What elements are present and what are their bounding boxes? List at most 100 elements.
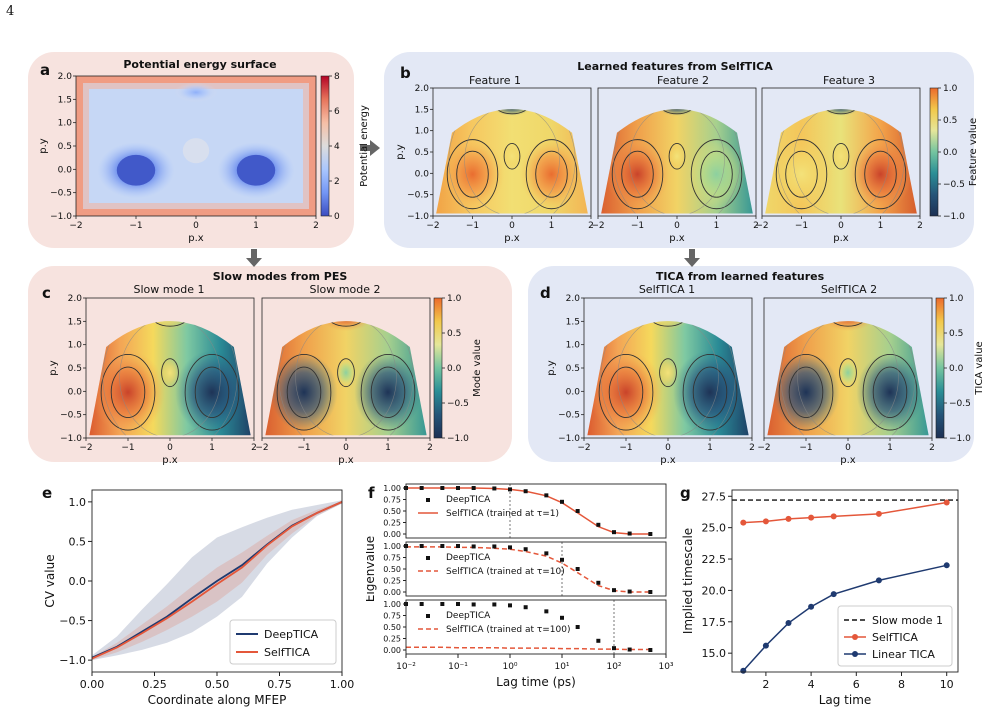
map-tick-label: −0.5: [50, 189, 72, 199]
map-tick-label: −2: [79, 443, 92, 453]
legend-label: DeepTICA: [446, 553, 491, 563]
y-tick-label: 1.0: [69, 496, 87, 509]
y-tick-label: 0.50: [383, 507, 401, 516]
panel-d-label: d: [540, 284, 551, 302]
colorbar-tick-label: 0.5: [943, 116, 957, 126]
panel-d-title: TICA from learned features: [655, 270, 825, 283]
series-line: [743, 501, 947, 524]
data-point: [544, 609, 549, 614]
colorbar-tick-label: −0.5: [447, 399, 469, 409]
map-blob: [159, 358, 181, 387]
data-point: [740, 667, 747, 674]
data-point: [596, 580, 601, 585]
map-contour: [862, 354, 918, 431]
map-contour: [337, 358, 355, 388]
y-tick-label: 0.75: [383, 612, 401, 621]
legend-label: SelfTICA (trained at τ=1): [446, 509, 559, 519]
y-tick-label: 1.00: [383, 484, 401, 493]
map-xlabel: p.x: [840, 455, 856, 466]
map-tick-label: −2: [426, 221, 439, 231]
chart-e: 0.00 0.25 0.50 0.75 1.00 1.0 0.5 0.0 −0.5 −1.0 Coo…: [43, 489, 354, 707]
map-layer: −2 −1 0 1 2 2.0 1.5 1.0 0.5 0.0 −0.5 −1.0 p.y p.x 8 6 4 2…: [38, 72, 985, 466]
data-point: [575, 625, 580, 629]
map-tick-label: 1.0: [68, 341, 83, 351]
map-contour: [295, 321, 397, 436]
map-tick-label: −2: [757, 443, 770, 453]
data-point: [808, 514, 815, 521]
map-tick-label: −1: [795, 221, 808, 231]
map-blob: [769, 138, 834, 211]
data-point: [440, 602, 445, 606]
data-point: [508, 603, 512, 608]
colorbar-tick-label: 1.0: [943, 84, 958, 94]
map-tick-label: 2: [753, 221, 759, 231]
y-tick-label: 22.5: [702, 553, 727, 566]
y-tick-label: 25.0: [702, 522, 727, 535]
y-axis-label: Implied timescale: [681, 528, 695, 634]
map-contour: [649, 321, 687, 327]
map-blob: [519, 138, 584, 211]
axes-frame: [731, 489, 959, 673]
data-point: [648, 648, 653, 652]
map-blob: [335, 358, 357, 387]
map-tick-label: −0.5: [60, 411, 82, 421]
y-tick-label: 1.00: [383, 542, 401, 551]
map-tick-label: −1.0: [558, 434, 580, 444]
map-blob: [837, 358, 859, 387]
map-basin: [174, 82, 218, 103]
x-tick-label: 4: [808, 678, 815, 691]
legend-label: SelfTICA (trained at τ=10): [446, 567, 565, 577]
map-tick-label: 0: [838, 221, 844, 231]
map-tick-label: 0.5: [58, 142, 72, 152]
map-tick-label: 0.0: [58, 165, 73, 175]
map-tick-label: 0.0: [566, 387, 581, 397]
map-contour: [360, 354, 416, 431]
data-point: [830, 513, 837, 520]
map-tick-label: 1.0: [566, 341, 581, 351]
colorbar-tick-label: 1.0: [447, 294, 462, 304]
map-contour: [276, 354, 332, 431]
y-tick-label: 0.75: [383, 554, 401, 563]
map-contour: [621, 150, 654, 198]
map-tick-label: −1: [297, 443, 310, 453]
map-tick-label: 0: [845, 443, 851, 453]
map-contour: [161, 358, 179, 388]
data-point: [596, 522, 601, 527]
map-tick-label: 0: [674, 221, 680, 231]
y-tick-label: 0.0: [69, 575, 87, 588]
x-tick-label: 10⁻²: [396, 662, 416, 672]
legend-label: Linear TICA: [872, 648, 935, 661]
map-blob: [848, 138, 913, 211]
panel-b-label: b: [400, 64, 411, 82]
x-tick-label: 6: [853, 678, 860, 691]
map-contour: [617, 321, 719, 436]
data-point: [560, 557, 564, 562]
map-contour: [775, 139, 828, 210]
y-tick-label: 0.50: [383, 623, 401, 632]
map-xlabel: p.x: [338, 455, 354, 466]
colorbar-tick-label: 8: [334, 72, 340, 82]
map-contour: [692, 366, 728, 418]
data-point: [740, 519, 747, 526]
map-blob: [270, 353, 338, 432]
data-point: [612, 588, 616, 593]
legend-swatch: [852, 651, 858, 657]
legend-label: DeepTICA: [446, 611, 491, 621]
data-point: [492, 486, 497, 491]
map-xlabel: p.x: [188, 233, 204, 244]
x-tick-label: 0.25: [142, 678, 167, 691]
x-tick-label: 10²: [606, 662, 621, 672]
y-tick-label: 0.5: [69, 535, 87, 548]
x-axis-label: Coordinate along MFEP: [148, 693, 287, 707]
legend-label: SelfTICA: [872, 631, 918, 644]
x-axis-label: Lag time: [819, 693, 872, 707]
y-tick-label: 0.00: [383, 530, 401, 539]
x-tick-label: 10¹: [554, 662, 569, 672]
map-contour: [184, 354, 240, 431]
data-point: [762, 642, 769, 649]
series-line: [406, 546, 651, 593]
data-point: [785, 515, 792, 522]
colorbar-bar: [433, 297, 443, 439]
map-ylabel: p.y: [48, 360, 59, 376]
data-point: [544, 493, 549, 498]
